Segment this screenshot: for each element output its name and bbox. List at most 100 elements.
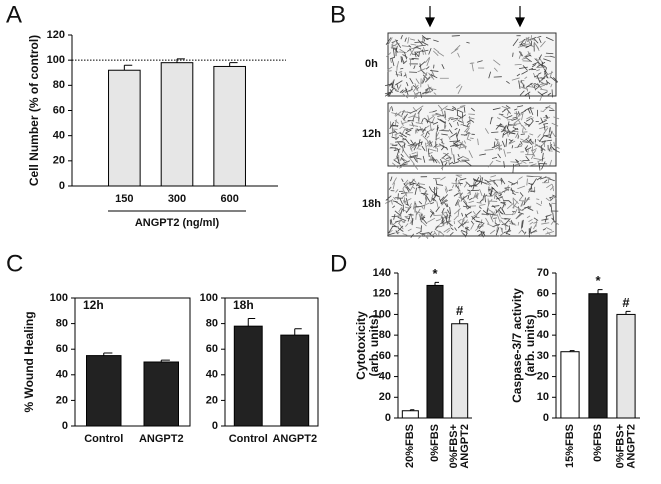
cell	[410, 233, 415, 239]
cell	[534, 83, 540, 87]
cell	[510, 181, 519, 186]
cell	[530, 35, 533, 42]
cell	[433, 39, 439, 43]
cell	[525, 145, 529, 149]
cell	[468, 150, 473, 159]
cell	[474, 181, 481, 187]
cell	[553, 144, 560, 149]
cell	[521, 229, 525, 234]
error-bar	[229, 62, 238, 67]
cell	[409, 154, 419, 158]
cell	[517, 221, 520, 226]
cell	[486, 181, 492, 186]
cell	[500, 217, 507, 221]
cell	[407, 213, 411, 222]
cell	[506, 108, 511, 114]
bar	[213, 65, 246, 187]
cell	[512, 197, 519, 205]
cell	[551, 132, 557, 139]
cell	[525, 57, 532, 63]
cell	[503, 107, 511, 110]
cell	[527, 108, 531, 114]
cell	[546, 81, 551, 85]
cell	[400, 153, 404, 158]
cell	[543, 122, 549, 125]
cell	[464, 219, 468, 225]
cell	[528, 163, 537, 167]
cell	[531, 45, 536, 49]
cell	[532, 178, 537, 186]
bar	[616, 313, 636, 419]
cell	[404, 215, 409, 218]
cell	[449, 223, 452, 228]
cell	[457, 223, 464, 229]
cell	[390, 44, 396, 47]
cell	[384, 91, 393, 95]
cell	[537, 35, 542, 38]
cell	[456, 174, 462, 179]
cell	[393, 224, 398, 228]
cell	[442, 199, 447, 204]
cell	[440, 105, 448, 112]
cell	[511, 145, 514, 149]
cell	[390, 78, 395, 86]
cell	[518, 40, 525, 43]
cell	[525, 198, 531, 201]
y-tick-label: 80	[53, 79, 65, 91]
cell	[545, 197, 550, 202]
cell	[535, 44, 540, 51]
x-tick-label: ANGPT2	[625, 424, 637, 469]
cell	[399, 211, 402, 220]
cell	[404, 206, 411, 209]
cell	[437, 51, 445, 57]
cell	[509, 222, 517, 226]
cell	[541, 148, 544, 154]
cell	[436, 126, 439, 133]
cell	[533, 217, 539, 221]
cell	[390, 218, 393, 225]
cell	[515, 123, 521, 125]
cell	[500, 177, 506, 185]
cell	[432, 121, 439, 125]
cell	[431, 232, 436, 237]
cell	[542, 228, 547, 231]
cell	[519, 38, 526, 46]
cell	[550, 203, 553, 213]
cell	[528, 188, 535, 193]
cell	[450, 132, 458, 138]
cell	[430, 70, 439, 72]
cell	[400, 157, 402, 161]
cell	[479, 199, 483, 203]
cell	[512, 52, 514, 57]
cell	[466, 206, 471, 210]
cell	[462, 233, 467, 237]
cell	[479, 204, 486, 206]
cell	[550, 83, 553, 88]
cell	[396, 156, 400, 165]
cell	[504, 203, 507, 207]
cell	[423, 71, 428, 80]
cell	[462, 205, 468, 208]
cell	[543, 104, 551, 112]
y-tick-label: 120	[47, 29, 65, 41]
y-tick-label: 60	[53, 104, 65, 116]
cell	[409, 124, 419, 127]
cell	[476, 229, 481, 232]
cell	[521, 219, 524, 228]
cell	[385, 200, 391, 204]
cell	[552, 196, 557, 200]
cell	[484, 182, 491, 186]
cell	[515, 191, 519, 194]
cell	[441, 220, 448, 227]
cell	[392, 182, 395, 190]
cell	[414, 187, 418, 195]
panel-annotation: 18h	[233, 298, 254, 312]
x-tick-label: 150	[115, 193, 133, 205]
cell	[506, 115, 513, 119]
cell	[522, 141, 529, 144]
cell	[504, 126, 507, 134]
cell	[427, 148, 437, 152]
cell	[528, 36, 537, 41]
cell	[421, 49, 429, 52]
cell	[395, 90, 399, 92]
